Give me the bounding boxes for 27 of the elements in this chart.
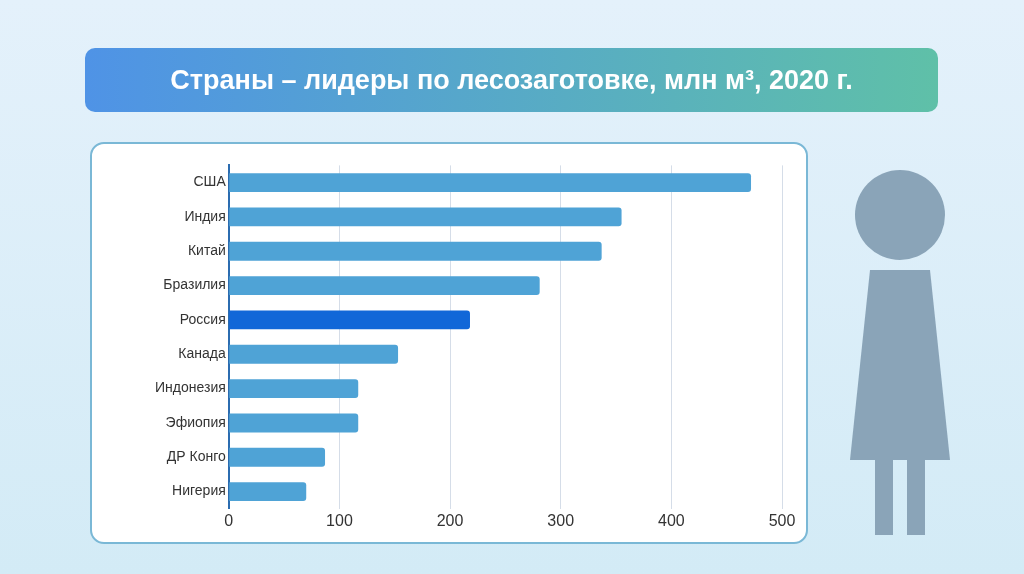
x-tick-label: 100 bbox=[326, 511, 353, 529]
chart-title: Страны – лидеры по лесозаготовке, млн м³, 2020 г. bbox=[85, 48, 938, 112]
y-tick-label: Канада bbox=[178, 345, 226, 362]
y-tick-label: Индия bbox=[184, 207, 226, 224]
y-tick-label: США bbox=[193, 173, 227, 190]
y-tick-label: Бразилия bbox=[163, 276, 226, 293]
bar bbox=[229, 241, 602, 261]
bar bbox=[229, 482, 307, 502]
bar bbox=[229, 413, 359, 433]
y-tick-label: Эфиопия bbox=[165, 413, 226, 430]
y-tick-label: Китай bbox=[187, 242, 226, 259]
bar bbox=[229, 447, 326, 467]
x-tick-label: 500 bbox=[768, 511, 796, 529]
bar bbox=[229, 207, 622, 227]
x-tick-label: 400 bbox=[658, 511, 685, 529]
bar bbox=[229, 173, 752, 193]
bar bbox=[229, 379, 359, 399]
bar bbox=[229, 344, 399, 364]
y-tick-label: Россия bbox=[179, 310, 226, 327]
x-tick-label: 200 bbox=[436, 511, 464, 529]
bar bbox=[229, 310, 470, 330]
y-tick-label: Нигерия bbox=[172, 482, 226, 499]
x-tick-label: 300 bbox=[547, 511, 575, 529]
y-tick-label: ДР Конго bbox=[166, 448, 226, 465]
bar bbox=[229, 276, 540, 296]
x-tick-label: 0 bbox=[224, 511, 234, 529]
y-tick-label: Индонезия bbox=[155, 379, 226, 396]
